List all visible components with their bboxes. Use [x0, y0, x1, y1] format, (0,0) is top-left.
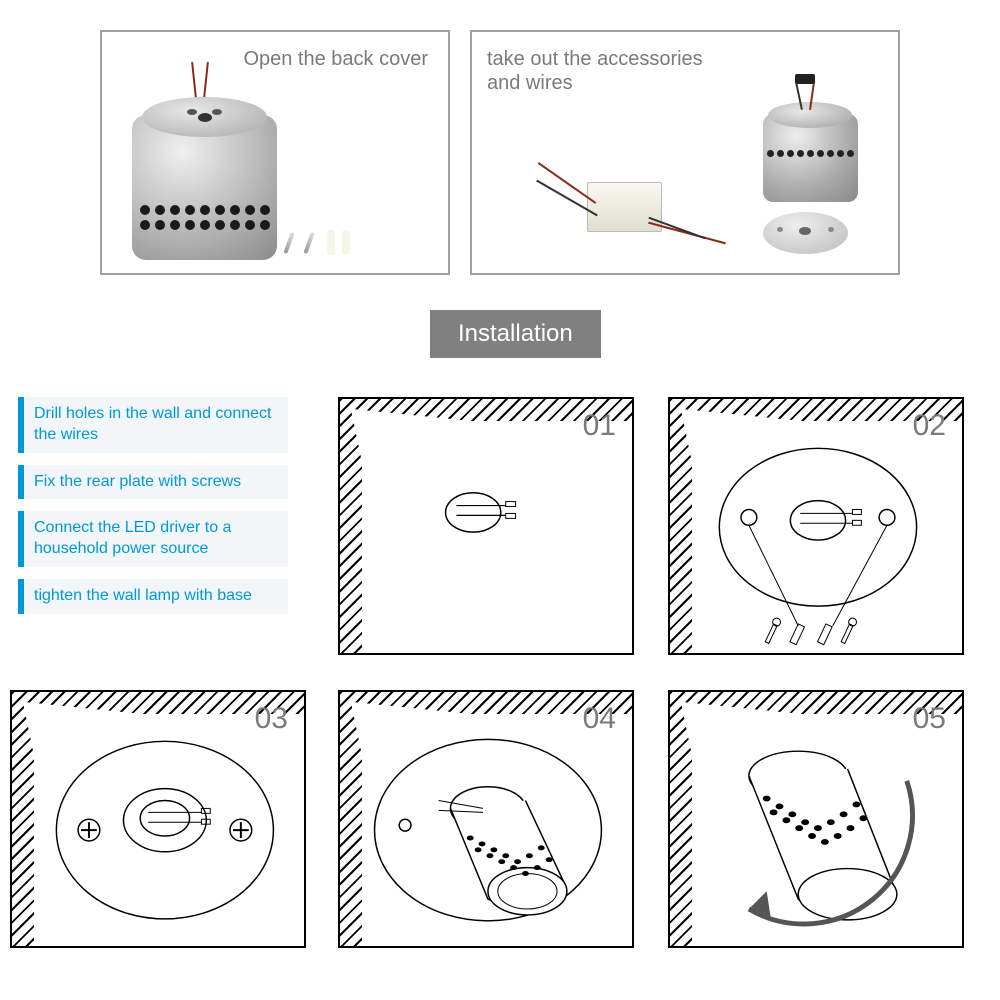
- diagram-step-03: 03: [10, 690, 306, 948]
- top-photo-row: Open the back cover take out the accesso…: [0, 0, 1000, 295]
- diagram-step-05: 05: [668, 690, 964, 948]
- diagram-01-svg: [340, 399, 632, 654]
- photo-box-accessories: take out the accessories and wires: [470, 30, 900, 275]
- diagram-step-01: 01: [338, 397, 634, 655]
- diagram-02-svg: [670, 399, 962, 654]
- diagram-05-svg: [670, 692, 962, 947]
- product-cylinder-icon: [132, 97, 277, 259]
- instruction-item: Fix the rear plate with screws: [18, 465, 288, 500]
- diagram-step-02: 02: [668, 397, 964, 655]
- photo-box-open-cover: Open the back cover: [100, 30, 450, 275]
- diagram-04-svg: [340, 692, 632, 947]
- instruction-item: Drill holes in the wall and connect the …: [18, 397, 288, 453]
- mounting-plate-icon: [763, 212, 848, 254]
- diagram-03-svg: [12, 692, 304, 947]
- photo-caption-2: take out the accessories and wires: [487, 47, 703, 95]
- instruction-list: Drill holes in the wall and connect the …: [18, 397, 288, 626]
- accessory-cylinder-icon: [763, 102, 858, 202]
- section-title: Installation: [430, 310, 601, 358]
- instruction-item: tighten the wall lamp with base: [18, 579, 288, 614]
- diagram-step-04: 04: [338, 690, 634, 948]
- photo-caption-1: Open the back cover: [243, 47, 428, 71]
- instruction-item: Connect the LED driver to a household po…: [18, 511, 288, 567]
